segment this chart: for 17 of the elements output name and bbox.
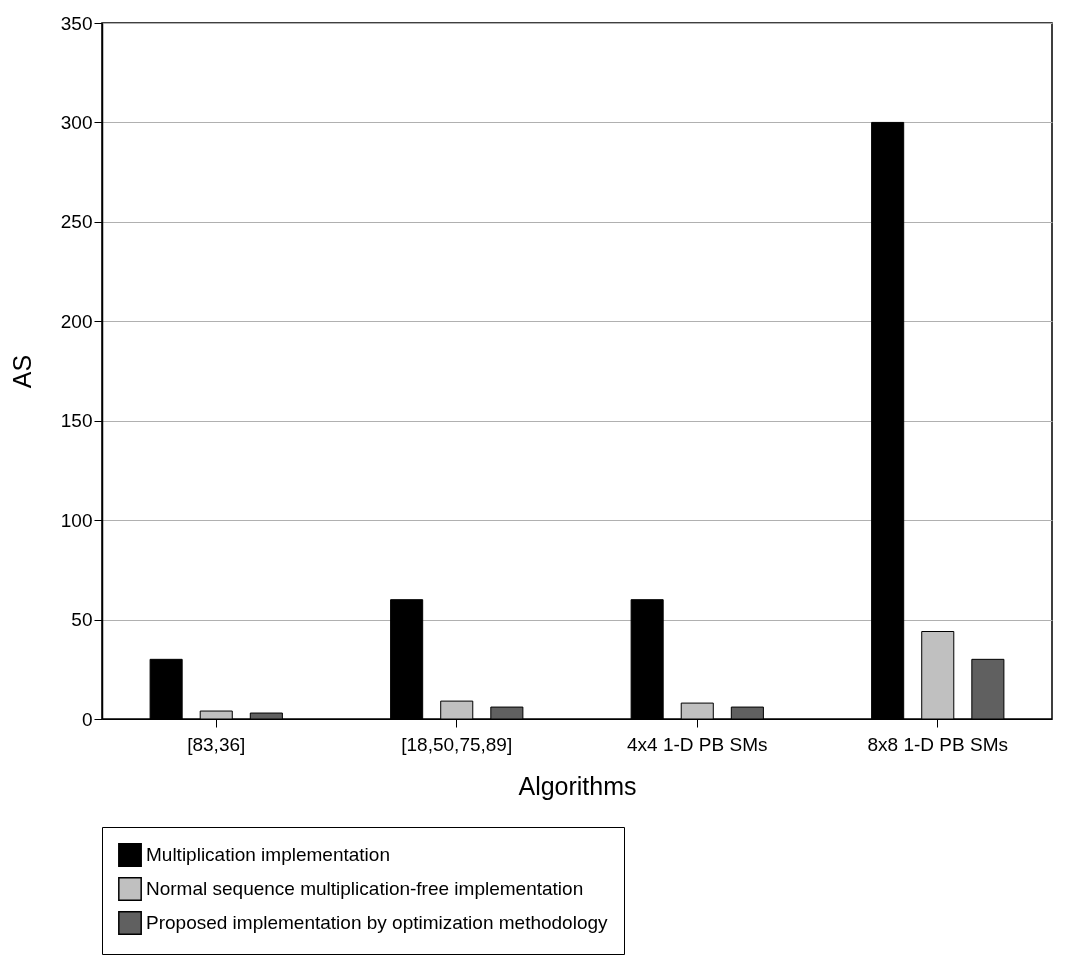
y-tick-label: 0 (81, 708, 93, 730)
y-tick-label: 300 (60, 111, 93, 133)
y-axis-title: AS (7, 354, 36, 389)
y-tick-label: 150 (60, 410, 93, 432)
legend-label: Normal sequence multiplication-free implementation (146, 878, 584, 899)
y-tick-label: 250 (60, 211, 93, 233)
y-tick-label: 100 (60, 509, 93, 531)
x-axis-title: Algorithms (518, 771, 637, 800)
x-tick-label: [83,36] (187, 733, 246, 755)
x-tick-label: 8x8 1-D PB SMs (867, 733, 1008, 755)
legend-label: Multiplication implementation (146, 844, 390, 865)
y-tick-label: 50 (71, 609, 93, 631)
y-tick-label: 200 (60, 310, 93, 332)
x-tick-label: 4x4 1-D PB SMs (627, 733, 768, 755)
y-tick-label: 350 (60, 12, 93, 34)
x-tick-label: [18,50,75,89] (401, 733, 513, 755)
legend-label: Proposed implementation by optimization methodology (146, 912, 609, 933)
